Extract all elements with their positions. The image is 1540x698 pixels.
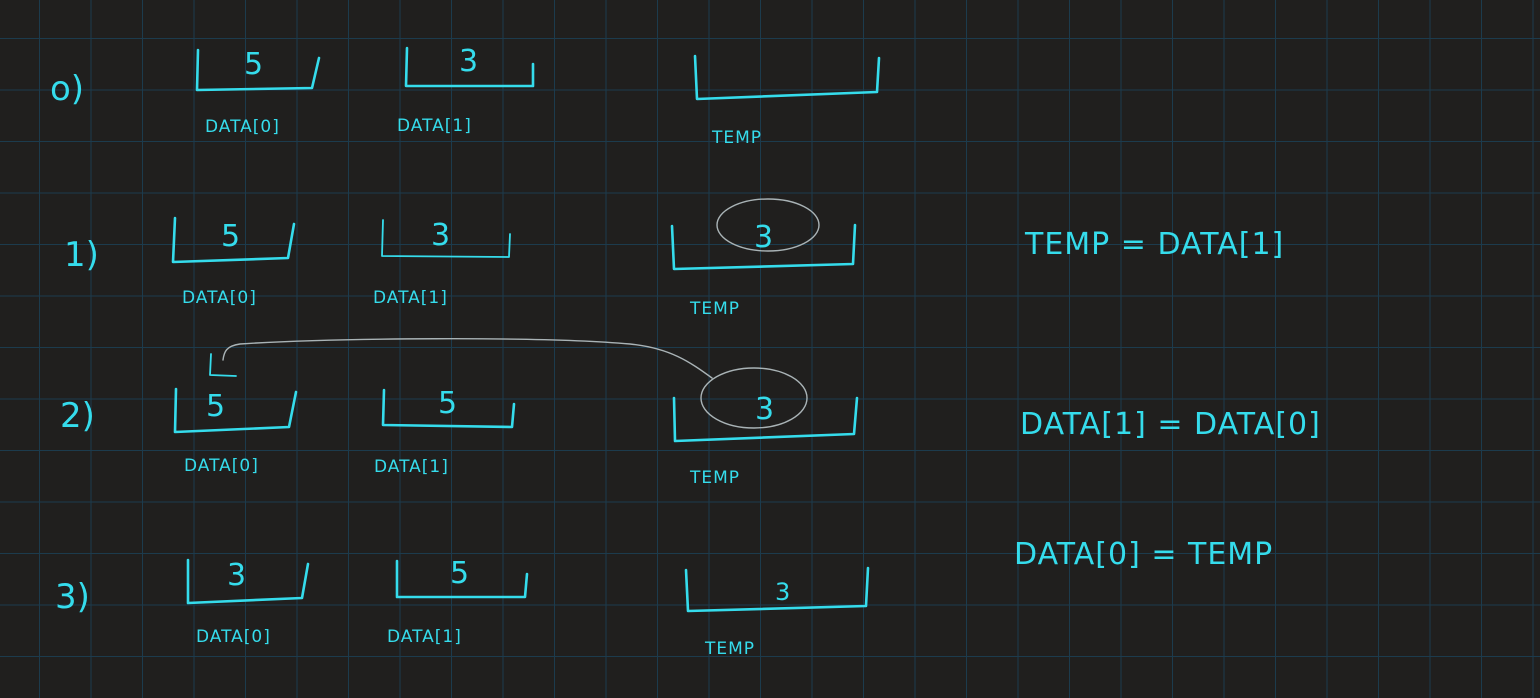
array-slot-bracket <box>186 558 310 605</box>
step-3-label: 3) <box>55 577 90 617</box>
box-label: DATA[1] <box>387 627 462 647</box>
array-slot-bracket <box>173 387 298 434</box>
box-value: 3 <box>754 220 773 255</box>
highlight-circle <box>700 367 808 429</box>
step-2-box-temp: 3 TEMP <box>672 367 859 488</box>
step-3-box-data0: 3 DATA[0] <box>186 558 310 647</box>
step-0-box-data0: 5 DATA[0] <box>195 47 321 137</box>
step-2-label: 2) <box>60 396 95 436</box>
box-value: 3 <box>459 44 478 79</box>
temp-slot-bracket <box>672 396 859 443</box>
step-2: 2) 5 DATA[0] 5 DATA[1] 3 TEMP DATA[1] = … <box>60 338 1321 488</box>
box-label: DATA[0] <box>182 288 257 308</box>
step-1-box-temp: 3 TEMP <box>670 198 857 319</box>
step-1-equation: TEMP = DATA[1] <box>1024 227 1284 262</box>
array-slot-bracket <box>195 48 321 92</box>
step-2-box-data1: 5 DATA[1] <box>374 386 516 477</box>
step-1: 1) 5 DATA[0] 3 DATA[1] 3 TEMP TEMP = DAT… <box>64 198 1284 319</box>
temp-slot-bracket <box>693 54 881 101</box>
box-label: TEMP <box>689 299 740 319</box>
step-3-box-temp: 3 TEMP <box>684 566 870 659</box>
step-3-equation: DATA[0] = TEMP <box>1014 537 1273 572</box>
box-label: DATA[0] <box>196 627 271 647</box>
box-label: DATA[0] <box>184 456 259 476</box>
step-1-label: 1) <box>64 235 99 275</box>
step-0-box-data1: 3 DATA[1] <box>397 44 535 136</box>
step-1-box-data0: 5 DATA[0] <box>171 216 296 308</box>
highlight-circle <box>716 198 820 252</box>
step-3-box-data1: 5 DATA[1] <box>387 556 529 647</box>
step-2-equation: DATA[1] = DATA[0] <box>1020 407 1321 442</box>
step-0-label: o) <box>50 69 84 109</box>
step-2-box-data0: 5 DATA[0] <box>173 387 298 476</box>
box-value: 3 <box>227 558 246 593</box>
box-value: 5 <box>244 47 263 82</box>
box-value: 3 <box>431 218 450 253</box>
box-value: 5 <box>206 389 225 424</box>
box-value: 3 <box>755 392 774 427</box>
box-label: DATA[1] <box>373 288 448 308</box>
array-slot-bracket <box>395 559 529 599</box>
box-label: DATA[0] <box>205 117 280 137</box>
box-value: 5 <box>450 556 469 591</box>
box-value: 5 <box>221 219 240 254</box>
array-slot-bracket <box>171 216 296 264</box>
step-3: 3) 3 DATA[0] 5 DATA[1] 3 TEMP DATA[0] = … <box>55 537 1273 659</box>
box-label: TEMP <box>711 128 762 148</box>
box-label: DATA[1] <box>397 116 472 136</box>
box-label: TEMP <box>704 639 755 659</box>
temp-slot-bracket <box>684 566 870 613</box>
pointer-mark <box>209 353 237 377</box>
box-value: 3 <box>775 578 790 606</box>
box-label: DATA[1] <box>374 457 449 477</box>
step-0-box-temp: TEMP <box>693 54 881 148</box>
step-0: o) 5 DATA[0] 3 DATA[1] TEMP <box>50 44 881 148</box>
copy-arrow <box>222 338 713 379</box>
step-1-box-data1: 3 DATA[1] <box>373 218 511 308</box>
box-value: 5 <box>438 386 457 421</box>
box-label: TEMP <box>689 468 740 488</box>
array-slot-bracket <box>381 388 516 429</box>
temp-slot-bracket <box>670 223 857 271</box>
array-slot-bracket <box>404 46 535 88</box>
array-slot-bracket <box>381 219 511 258</box>
